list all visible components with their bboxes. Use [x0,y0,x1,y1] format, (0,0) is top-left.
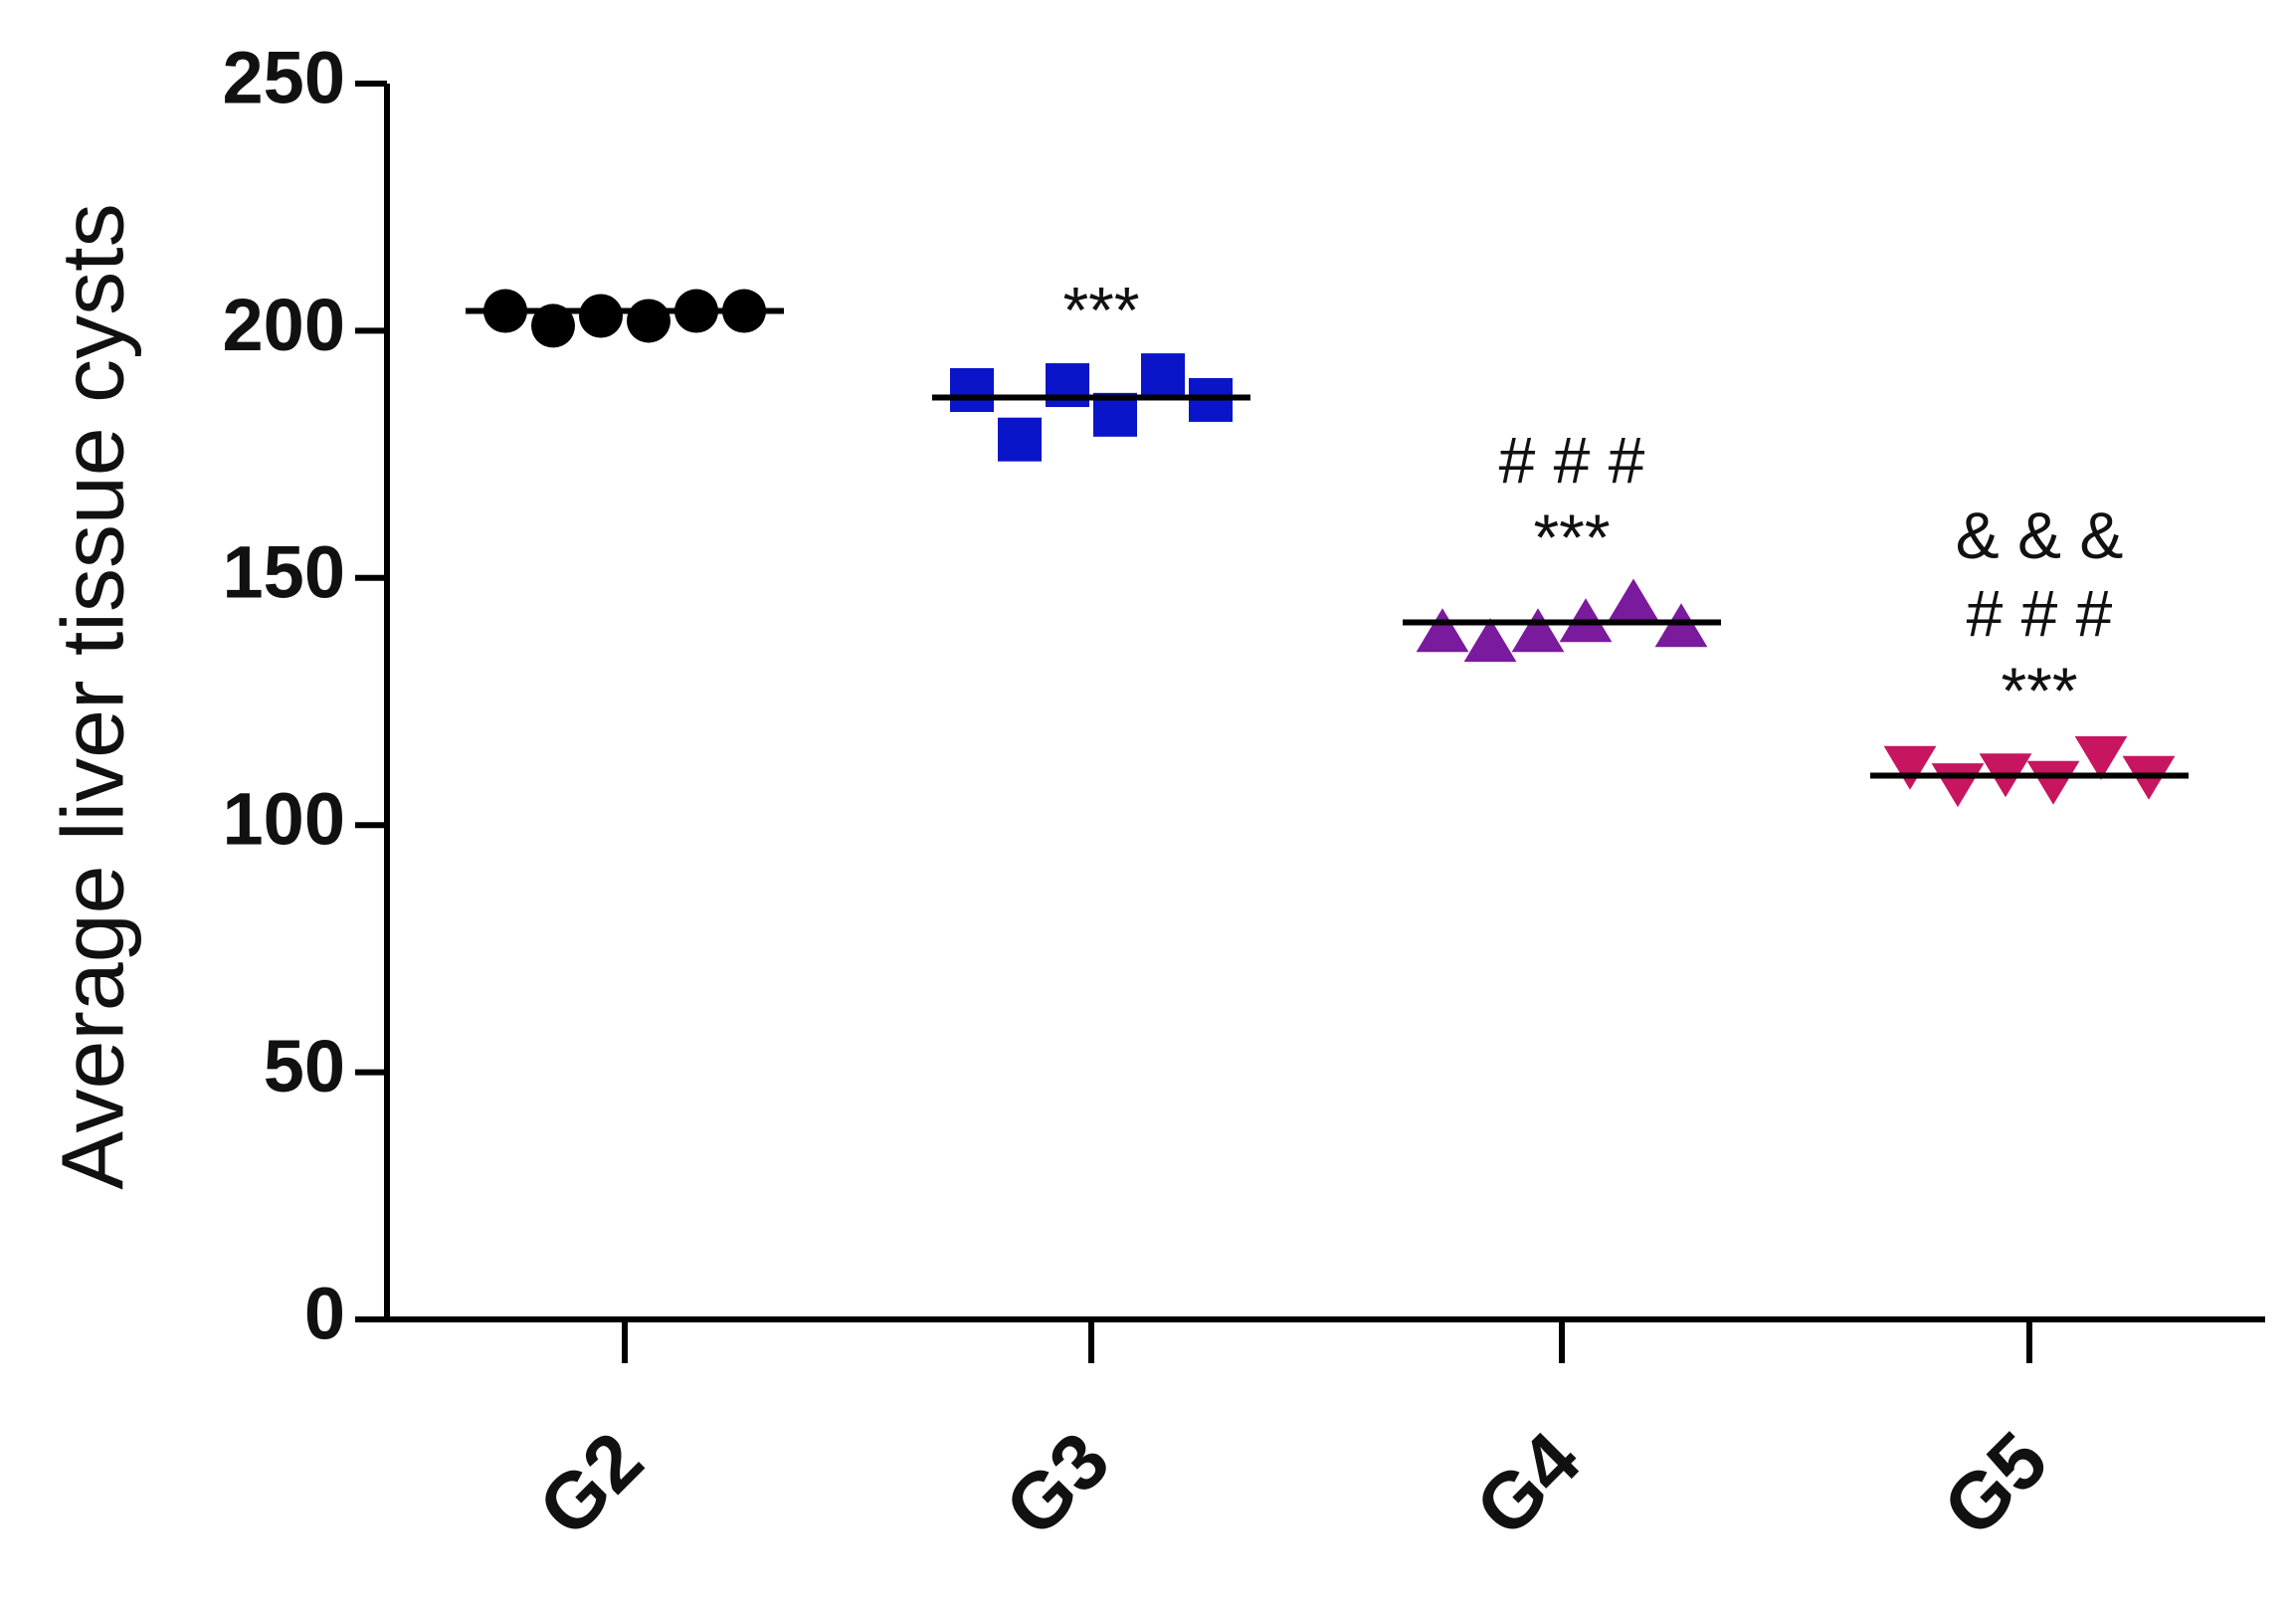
data-point [1141,353,1185,398]
annotation: # # # [1499,423,1645,497]
annotation: *** [1062,274,1139,347]
data-point [579,294,623,338]
x-tick-label: G2 [521,1415,659,1552]
y-axis-label: Average liver tissue cysts [43,203,141,1189]
y-tick-label: 0 [304,1273,345,1355]
data-point [1883,745,1937,790]
data-point [998,417,1042,462]
data-point [1511,608,1565,653]
data-point [950,368,994,413]
annotation: *** [2001,654,2077,727]
y-tick-label: 200 [223,284,345,366]
data-point [2074,735,2128,780]
data-point [2026,760,2080,805]
annotation: *** [1533,501,1610,574]
x-tick-label: G4 [1458,1415,1597,1553]
annotation: # # # [1967,576,2113,650]
data-point [1607,578,1660,623]
y-tick-label: 150 [223,530,345,613]
annotation: & & & [1956,499,2124,572]
data-point [1931,763,1985,808]
data-point [627,299,670,343]
y-tick-label: 100 [223,778,345,861]
data-point [1416,608,1469,653]
data-point [1463,618,1517,663]
x-tick-label: G5 [1926,1415,2063,1552]
y-tick-label: 250 [223,37,345,119]
y-tick-label: 50 [264,1025,345,1107]
data-point [531,303,575,348]
x-tick-label: G3 [988,1415,1125,1552]
